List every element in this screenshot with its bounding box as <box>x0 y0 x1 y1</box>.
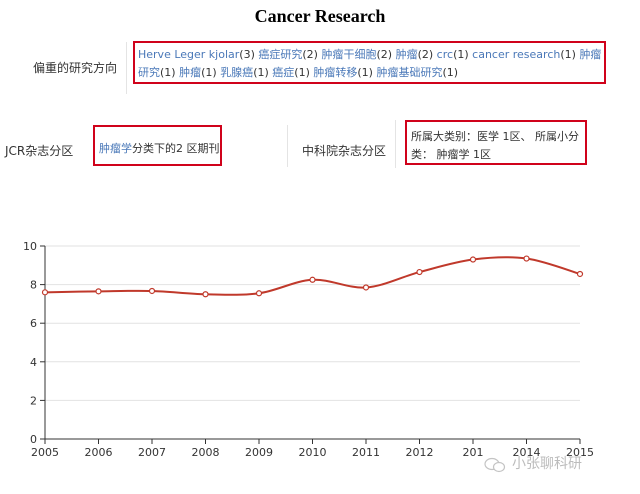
x-tick-label: 2011 <box>352 446 380 459</box>
keyword-item: 乳腺癌(1) <box>220 66 269 79</box>
keyword-item: 癌症(1) <box>272 66 310 79</box>
data-point <box>362 284 370 291</box>
keyword-item: 肿瘤基础研究(1) <box>376 66 458 79</box>
keyword-item: 肿瘤研究(1) <box>138 48 601 79</box>
x-tick-label: 2007 <box>138 446 166 459</box>
keyword-link[interactable]: 癌症 <box>272 66 295 79</box>
keyword-count: (1) <box>160 66 176 79</box>
keyword-link[interactable]: 肿瘤 <box>395 48 418 61</box>
keyword-list: Herve Leger kjolar(3) 癌症研究(2) 肿瘤干细胞(2) 肿… <box>138 46 602 82</box>
data-point <box>202 291 209 298</box>
keyword-link[interactable]: Herve Leger kjolar <box>138 48 240 61</box>
highlight-box-jcr <box>93 125 222 166</box>
x-tick-label: 2012 <box>406 446 434 459</box>
data-point <box>416 268 423 276</box>
divider <box>395 120 396 168</box>
data-point <box>576 270 584 278</box>
highlight-box-keywords <box>133 41 606 84</box>
keyword-link[interactable]: 癌症研究 <box>258 48 303 61</box>
divider <box>287 125 288 167</box>
keyword-count: (1) <box>253 66 269 79</box>
keyword-item: cancer research(1) <box>472 48 576 61</box>
cas-partition-text: 所属大类别：医学 1区、 所属小分 类： 肿瘤学 1区 <box>411 128 587 164</box>
keyword-item: 肿瘤转移(1) <box>313 66 373 79</box>
x-tick-label: 201 <box>463 446 484 459</box>
y-tick-label: 6 <box>30 317 37 330</box>
keyword-item: Herve Leger kjolar(3) <box>138 48 255 61</box>
keyword-count: (1) <box>357 66 373 79</box>
x-tick-label: 2006 <box>85 446 113 459</box>
x-tick-label: 2010 <box>299 446 327 459</box>
data-point <box>523 255 530 262</box>
y-tick-label: 10 <box>23 240 37 253</box>
keyword-item: 癌症研究(2) <box>258 48 318 61</box>
keyword-link[interactable]: crc <box>436 48 454 61</box>
data-point <box>309 276 316 283</box>
data-point <box>95 288 102 295</box>
data-point <box>148 287 156 295</box>
y-tick-label: 2 <box>30 394 37 407</box>
x-tick-label: 2008 <box>192 446 220 459</box>
y-tick-label: 8 <box>30 279 37 292</box>
data-point <box>255 290 263 297</box>
jcr-partition-suffix: 分类下的2 区期刊 <box>132 142 220 155</box>
keyword-count: (1) <box>453 48 469 61</box>
impact-factor-line <box>44 256 581 296</box>
x-tick-label: 2009 <box>245 446 273 459</box>
keyword-link[interactable]: 肿瘤转移 <box>313 66 358 79</box>
cas-label: 中科院杂志分区 <box>302 144 387 158</box>
keyword-count: (1) <box>294 66 310 79</box>
keyword-item: 肿瘤干细胞(2) <box>321 48 392 61</box>
y-tick-label: 4 <box>30 356 37 369</box>
keyword-link[interactable]: 乳腺癌 <box>220 66 254 79</box>
keyword-link[interactable]: 肿瘤基础研究 <box>376 66 443 79</box>
keyword-count: (1) <box>442 66 459 79</box>
keyword-count: (2) <box>417 48 434 61</box>
keyword-item: 肿瘤(1) <box>179 66 217 79</box>
keyword-count: (3) <box>239 48 255 61</box>
jcr-category-link[interactable]: 肿瘤学 <box>99 142 132 155</box>
keyword-item: crc(1) <box>437 48 469 61</box>
divider <box>126 42 127 94</box>
y-tick-label: 0 <box>30 433 37 446</box>
jcr-partition-text: 肿瘤学分类下的2 区期刊 <box>99 140 220 156</box>
x-tick-label: 2005 <box>31 446 59 459</box>
research-direction-label: 偏重的研究方向 <box>33 61 118 75</box>
keyword-link[interactable]: cancer research <box>472 48 561 61</box>
cas-line-2: 类： 肿瘤学 1区 <box>411 148 491 161</box>
keyword-count: (1) <box>560 48 576 61</box>
page-title: Cancer Research <box>254 6 386 26</box>
jcr-label: JCR杂志分区 <box>5 144 74 158</box>
data-point <box>469 256 477 263</box>
cas-line-1: 所属大类别：医学 1区、 所属小分 <box>411 130 579 143</box>
keyword-link[interactable]: 肿瘤干细胞 <box>321 48 377 61</box>
data-point <box>41 289 49 296</box>
keyword-link[interactable]: 肿瘤研究 <box>138 48 602 79</box>
watermark-text: 小张聊科研 <box>512 456 582 472</box>
keyword-link[interactable]: 肿瘤 <box>179 66 202 79</box>
keyword-count: (2) <box>302 48 318 61</box>
keyword-count: (2) <box>376 48 393 61</box>
highlight-box-cas <box>405 120 587 165</box>
keyword-count: (1) <box>201 66 217 79</box>
wechat-icon <box>484 457 506 473</box>
keyword-item: 肿瘤(2) <box>396 48 434 61</box>
